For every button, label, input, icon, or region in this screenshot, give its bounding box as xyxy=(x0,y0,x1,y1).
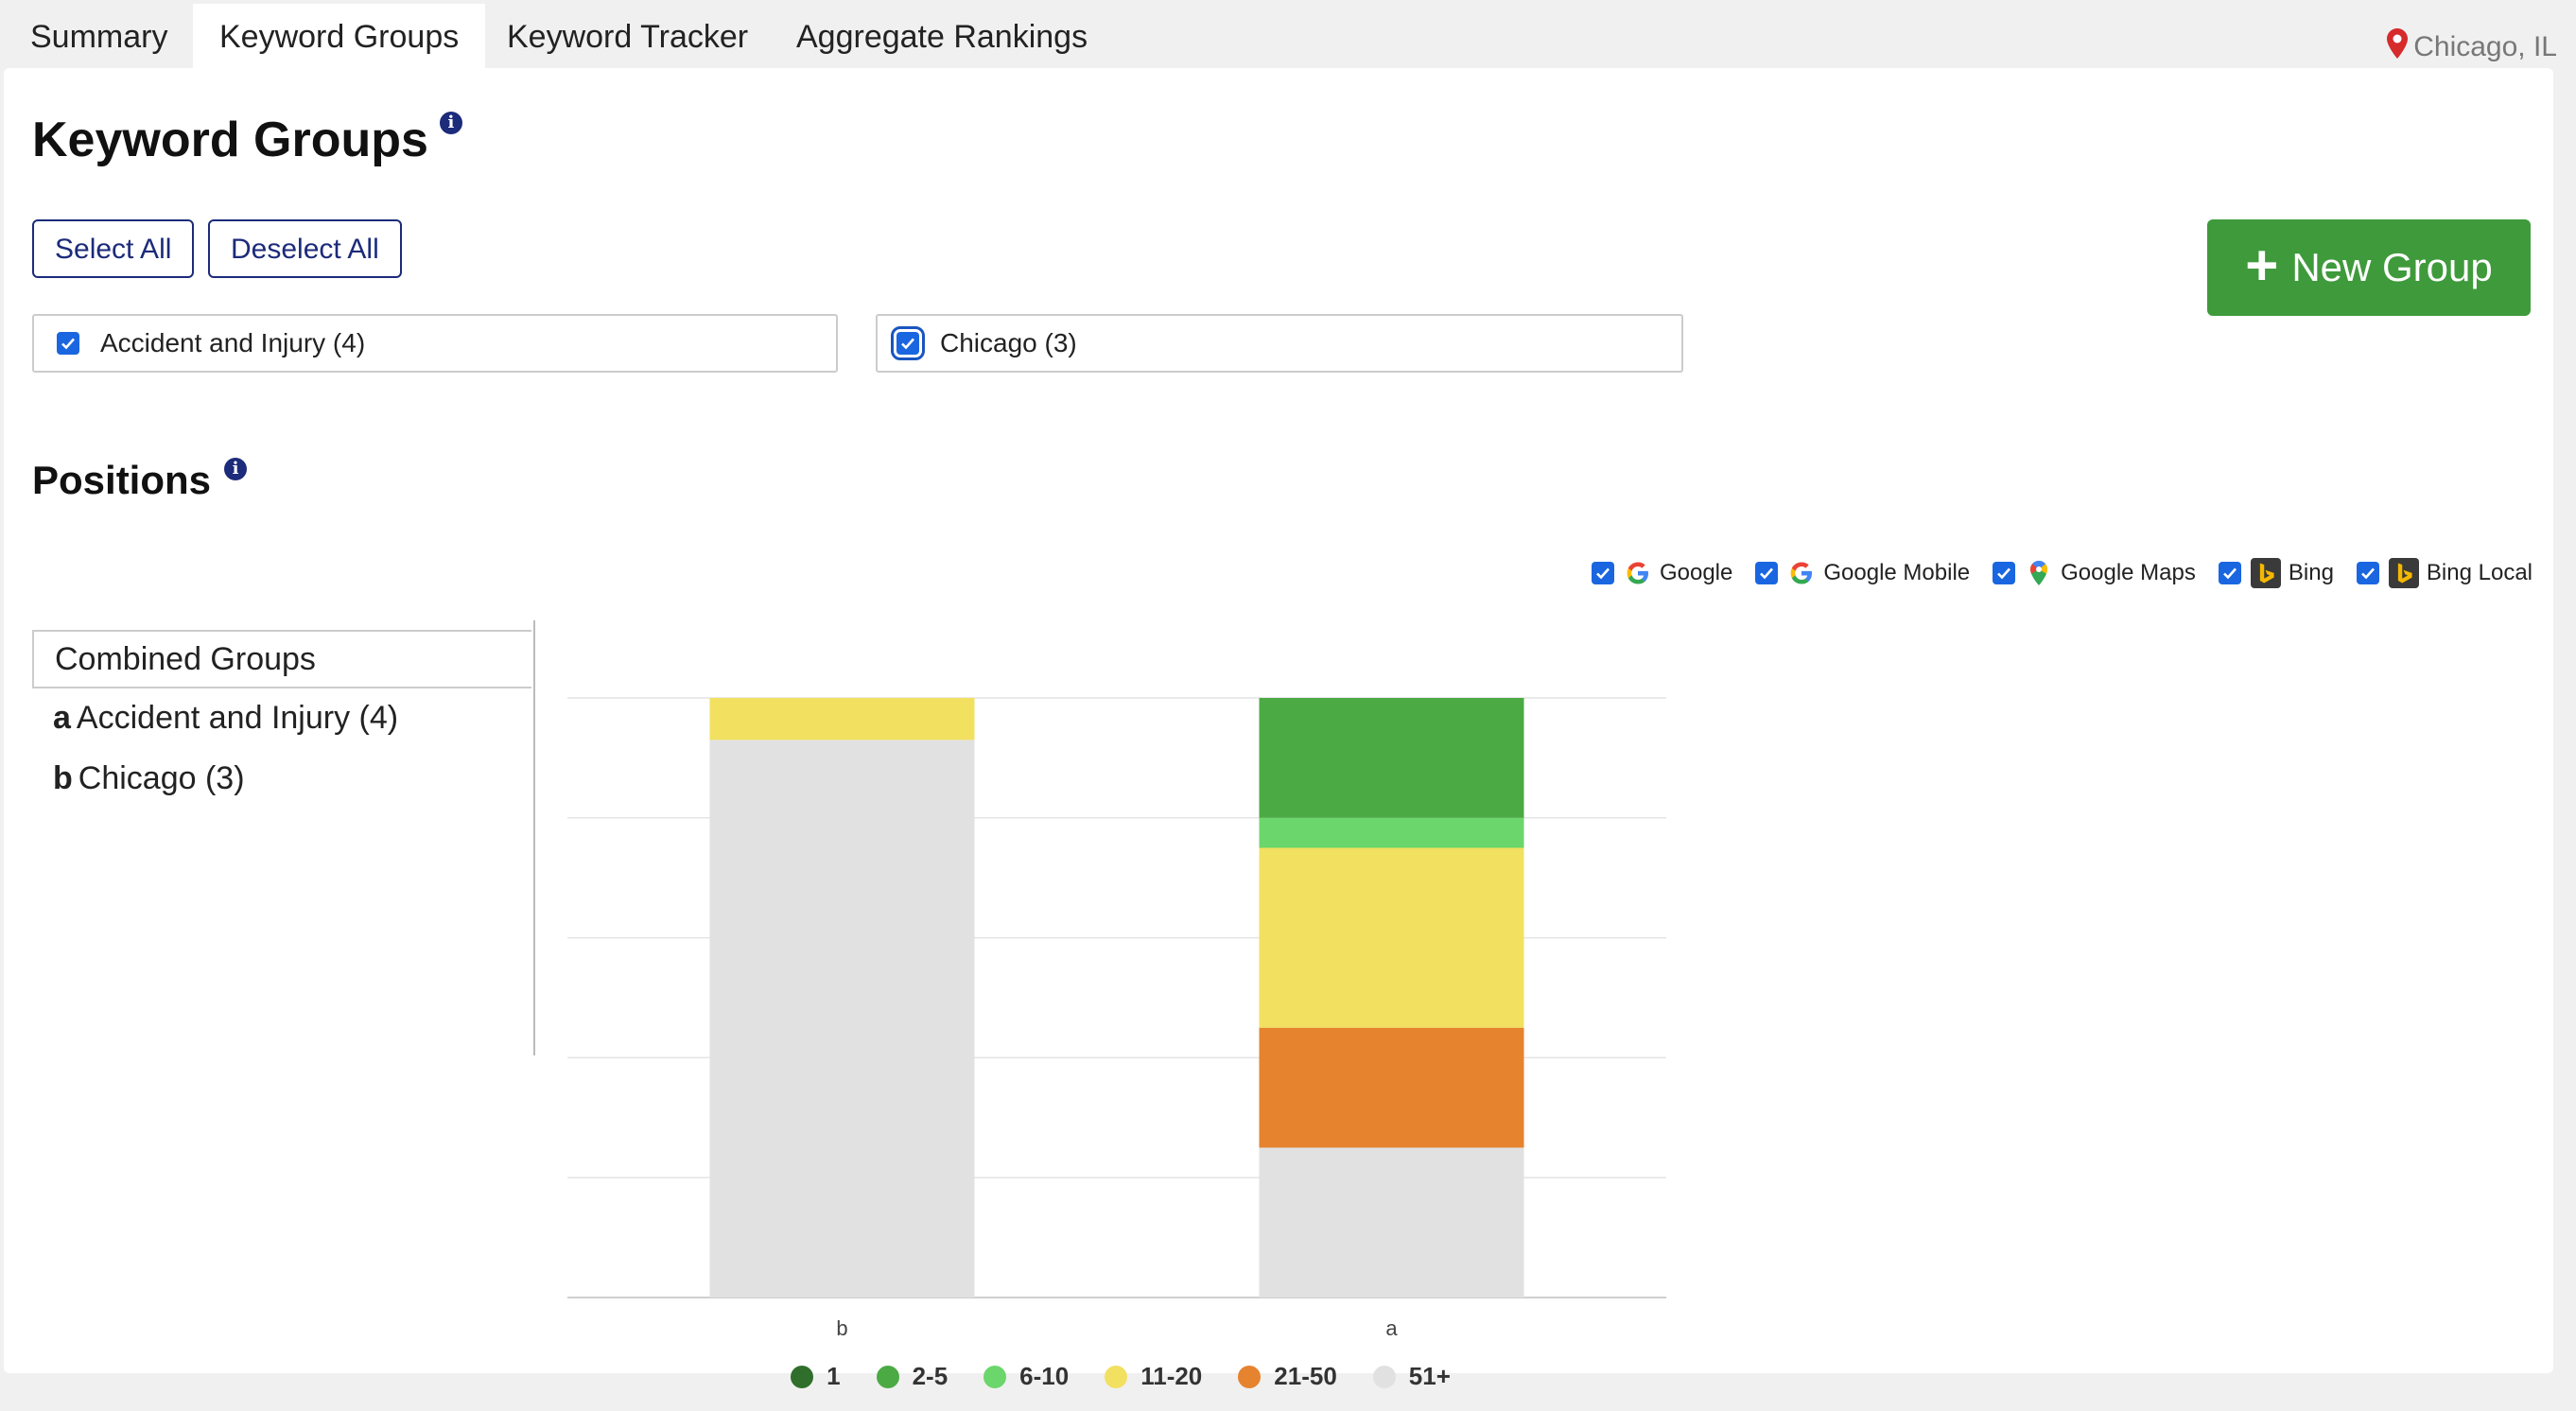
page-title: Keyword Groups i xyxy=(32,112,462,168)
engine-checkbox[interactable] xyxy=(1591,562,1614,584)
tab-summary[interactable]: Summary xyxy=(30,19,168,55)
legend-label: 51+ xyxy=(1408,1362,1451,1390)
x-tick-label: b xyxy=(836,1316,847,1340)
engine-label: Bing Local xyxy=(2426,560,2532,585)
x-tick-label: a xyxy=(1385,1316,1398,1340)
google-maps-icon xyxy=(2025,559,2053,587)
legend-item-1[interactable]: 1 xyxy=(791,1362,841,1391)
legend-dot-icon xyxy=(876,1365,899,1388)
engine-label: Google Mobile xyxy=(1823,560,1971,585)
tab-keyword-groups[interactable]: Keyword Groups xyxy=(193,4,486,68)
deselect-all-button[interactable]: Deselect All xyxy=(208,219,402,278)
bar-segment-a-11-20[interactable] xyxy=(1259,847,1524,1028)
location-label: Chicago, IL xyxy=(2413,31,2557,62)
group-list-label: Accident and Injury (4) xyxy=(76,700,399,736)
group-list: Combined Groups a Accident and Injury (4)… xyxy=(32,620,535,1055)
legend-dot-icon xyxy=(791,1365,814,1388)
engine-checkbox[interactable] xyxy=(1993,562,2016,584)
group-key: a xyxy=(53,700,71,736)
legend-label: 6-10 xyxy=(1019,1362,1070,1390)
legend-label: 1 xyxy=(827,1362,841,1390)
legend-item-51+[interactable]: 51+ xyxy=(1372,1362,1451,1391)
main-panel: Keyword Groups i Select All Deselect All … xyxy=(4,68,2553,1390)
google-icon xyxy=(1787,559,1816,587)
positions-title: Positions i xyxy=(32,458,248,503)
group-checkbox[interactable] xyxy=(891,326,925,360)
legend-dot-icon xyxy=(1105,1365,1128,1388)
chart-legend: 1 2-5 6-10 11-20 21-50 51+ xyxy=(567,1362,1674,1391)
group-checkbox[interactable] xyxy=(57,332,79,355)
info-icon[interactable]: i xyxy=(439,112,462,134)
legend-dot-icon xyxy=(983,1365,1007,1388)
combined-groups-item[interactable]: Combined Groups xyxy=(32,630,531,688)
legend-item-2-5[interactable]: 2-5 xyxy=(876,1362,949,1391)
legend-dot-icon xyxy=(1372,1365,1396,1388)
bar-segment-b-51+[interactable] xyxy=(709,740,975,1298)
legend-label: 2-5 xyxy=(912,1362,949,1390)
search-engine-filter: Google Google Mobile Google Maps Bing xyxy=(1569,558,2532,588)
bar-segment-a-6-10[interactable] xyxy=(1259,817,1524,848)
bing-icon xyxy=(2388,558,2419,588)
bing-icon xyxy=(2250,558,2281,588)
group-list-item-a[interactable]: a Accident and Injury (4) xyxy=(53,700,398,737)
select-all-button[interactable]: Select All xyxy=(32,219,195,278)
legend-label: 11-20 xyxy=(1140,1362,1203,1390)
google-icon xyxy=(1624,559,1652,587)
bar-segment-a-21-50[interactable] xyxy=(1259,1027,1524,1148)
group-item-chicago[interactable]: Chicago (3) xyxy=(876,314,1683,373)
plus-icon: + xyxy=(2245,234,2279,297)
location-indicator[interactable]: Chicago, IL xyxy=(2387,28,2557,66)
legend-dot-icon xyxy=(1238,1365,1262,1388)
engine-google-maps[interactable]: Google Maps xyxy=(1993,559,2196,587)
engine-checkbox[interactable] xyxy=(2356,562,2379,584)
engine-google-mobile[interactable]: Google Mobile xyxy=(1755,559,1970,587)
tab-keyword-tracker[interactable]: Keyword Tracker xyxy=(507,19,749,55)
positions-title-text: Positions xyxy=(32,458,212,502)
new-group-button[interactable]: + New Group xyxy=(2207,219,2531,316)
group-item-accident-and-injury[interactable]: Accident and Injury (4) xyxy=(32,314,838,373)
engine-label: Bing xyxy=(2288,560,2334,585)
group-list-label: Chicago (3) xyxy=(78,760,245,796)
group-label: Chicago (3) xyxy=(940,328,1077,357)
tab-aggregate-rankings[interactable]: Aggregate Rankings xyxy=(796,19,1088,55)
group-key: b xyxy=(53,760,73,796)
group-list-item-b[interactable]: b Chicago (3) xyxy=(53,760,245,797)
engine-checkbox[interactable] xyxy=(2218,562,2241,584)
engine-bing[interactable]: Bing xyxy=(2218,558,2334,588)
legend-item-21-50[interactable]: 21-50 xyxy=(1238,1362,1337,1391)
engine-label: Google xyxy=(1659,560,1733,585)
engine-bing-local[interactable]: Bing Local xyxy=(2356,558,2532,588)
group-label: Accident and Injury (4) xyxy=(100,328,366,357)
new-group-label: New Group xyxy=(2291,245,2493,289)
info-icon[interactable]: i xyxy=(224,458,248,480)
bar-segment-b-11-20[interactable] xyxy=(709,698,975,740)
legend-item-11-20[interactable]: 11-20 xyxy=(1105,1362,1202,1391)
map-pin-icon xyxy=(2387,28,2409,66)
legend-item-6-10[interactable]: 6-10 xyxy=(983,1362,1069,1391)
tab-bar: Summary Keyword Groups Keyword Tracker A… xyxy=(0,0,2576,70)
engine-label: Google Maps xyxy=(2061,560,2196,585)
bar-segment-a-51+[interactable] xyxy=(1259,1147,1524,1298)
page-title-text: Keyword Groups xyxy=(32,113,428,167)
engine-google[interactable]: Google xyxy=(1591,559,1733,587)
legend-label: 21-50 xyxy=(1274,1362,1337,1390)
bar-segment-a-2-5[interactable] xyxy=(1259,698,1524,818)
engine-checkbox[interactable] xyxy=(1755,562,1779,584)
